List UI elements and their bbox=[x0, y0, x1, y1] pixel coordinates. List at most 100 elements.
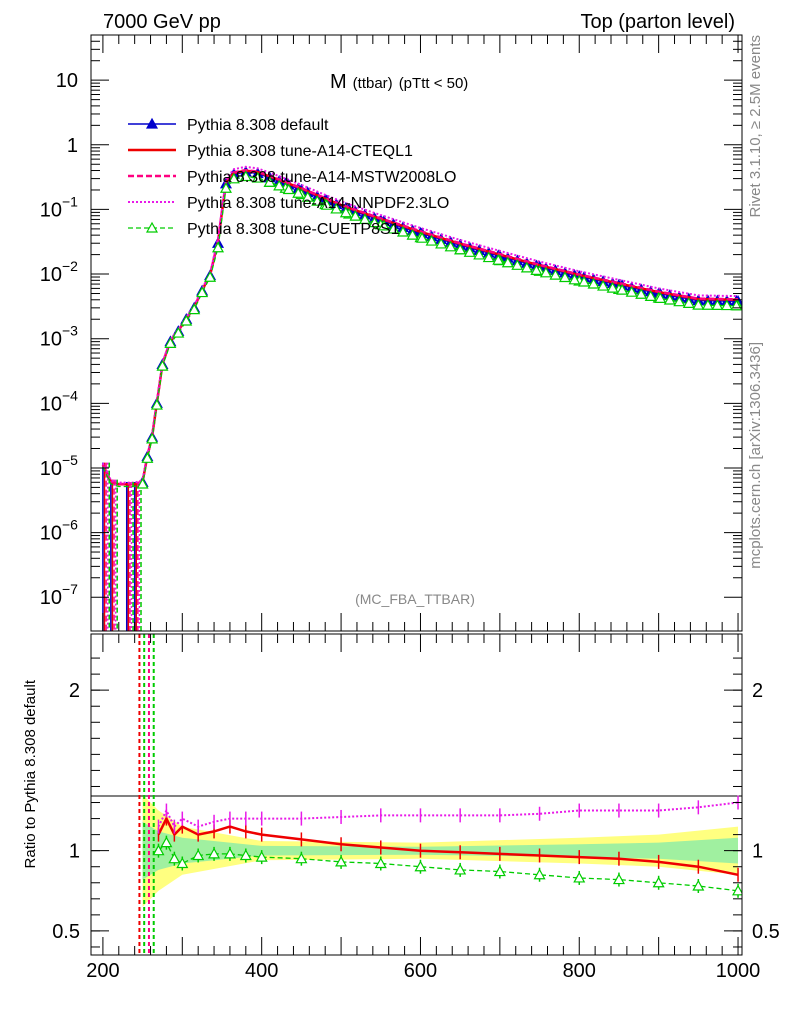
legend-label-default: Pythia 8.308 default bbox=[187, 117, 329, 134]
ratio-y-tick-label-right: 2 bbox=[752, 680, 763, 702]
ratio-point-cuetp bbox=[239, 849, 252, 861]
data-point-cuetp bbox=[349, 209, 362, 221]
data-point-cuetp bbox=[227, 172, 240, 184]
data-point-cuetp bbox=[720, 299, 733, 311]
plot-title-main: M bbox=[330, 71, 347, 93]
data-point-cuetp bbox=[701, 298, 714, 310]
ratio-point-cuetp bbox=[160, 836, 173, 848]
data-point-cuetp bbox=[558, 271, 571, 283]
ratio-plot-frame bbox=[90, 633, 743, 956]
data-point-cuetp bbox=[377, 219, 390, 231]
data-point-cuetp bbox=[654, 292, 667, 303]
data-point-cuetp bbox=[625, 285, 638, 297]
data-point-cuetp bbox=[406, 228, 419, 240]
main-plot-frame bbox=[90, 34, 743, 632]
plot-title: M (ttbar) (pTtt < 50) bbox=[330, 71, 468, 93]
data-point-cuetp bbox=[454, 243, 467, 255]
y-tick-exponent: −1 bbox=[62, 193, 78, 209]
ratio-plot: 0.5 0.5 1 1 2 2 200 400 600 800 1000 Ratio to Pyt… bbox=[22, 633, 780, 982]
y-tick-label: 10 bbox=[40, 199, 62, 221]
data-point-cuetp bbox=[692, 298, 705, 310]
data-point-cuetp bbox=[212, 241, 225, 253]
ratio-series-cteql1 bbox=[157, 811, 739, 882]
ratio-point-cuetp bbox=[152, 844, 165, 856]
x-tick-label: 400 bbox=[245, 960, 278, 982]
ratio-series-nnpdf bbox=[157, 795, 739, 834]
data-point-cuetp bbox=[520, 261, 533, 273]
data-point-cuetp bbox=[320, 198, 333, 210]
y-tick-exponent: −3 bbox=[62, 323, 78, 339]
ratio-point-cuetp bbox=[692, 879, 705, 891]
data-point-cuetp bbox=[425, 234, 438, 246]
data-point-cuetp bbox=[616, 283, 629, 295]
ratio-y-tick-label-right: 0.5 bbox=[752, 921, 780, 943]
y-tick-label: 10 bbox=[40, 587, 62, 609]
data-point-cuetp bbox=[219, 182, 232, 193]
data-point-cuetp bbox=[156, 359, 169, 371]
data-point-cuetp bbox=[682, 297, 695, 308]
data-point-cuetp bbox=[387, 222, 400, 234]
data-point-cuetp bbox=[396, 225, 410, 237]
data-point-cuetp bbox=[444, 240, 457, 252]
header-left-label: 7000 GeV pp bbox=[103, 11, 221, 33]
data-point-cuetp bbox=[273, 179, 286, 191]
legend-label-mstw: Pythia 8.308 tune-A14-MSTW2008LO bbox=[187, 169, 456, 186]
data-point-cuetp bbox=[172, 326, 185, 338]
ratio-line-cuetp bbox=[158, 841, 739, 892]
data-point-cuetp bbox=[511, 259, 524, 270]
data-point-cuetp bbox=[606, 281, 619, 293]
data-point-cuetp bbox=[368, 216, 381, 228]
data-point-cuetp bbox=[482, 251, 495, 263]
series-line-default bbox=[102, 171, 739, 486]
data-point-cuetp bbox=[251, 171, 264, 183]
data-point-cuetp bbox=[492, 253, 505, 265]
data-point-cuetp bbox=[339, 206, 352, 218]
legend-label-cuetp: Pythia 8.308 tune-CUETP8S1 bbox=[187, 221, 400, 238]
legend-marker-cuetp bbox=[145, 221, 159, 233]
y-tick-label: 10 bbox=[40, 329, 62, 351]
y-tick-exponent: −5 bbox=[62, 452, 78, 468]
ratio-point-cuetp bbox=[295, 852, 308, 864]
series-line-nnpdf bbox=[101, 165, 739, 484]
data-point-cuetp bbox=[292, 187, 305, 198]
data-point-cuetp bbox=[164, 337, 177, 348]
y-tick-exponent: −2 bbox=[62, 258, 78, 274]
series-cuetp bbox=[102, 170, 742, 631]
data-point-cuetp bbox=[597, 279, 610, 291]
plot-title-cut: (pTtt < 50) bbox=[399, 75, 469, 92]
ratio-y-tick-label: 0.5 bbox=[52, 921, 80, 943]
y-tick-label: 10 bbox=[40, 523, 62, 545]
data-point-cuetp bbox=[663, 293, 676, 305]
data-point-cuetp bbox=[568, 273, 581, 285]
data-point-cuetp bbox=[635, 288, 648, 299]
data-point-cuetp bbox=[239, 170, 252, 182]
ratio-point-cuetp bbox=[573, 871, 586, 883]
data-point-cuetp bbox=[180, 314, 193, 326]
series-line-mstw bbox=[101, 168, 739, 486]
x-tick-label: 200 bbox=[86, 960, 119, 982]
ratio-point-cuetp bbox=[223, 847, 236, 859]
legend: Pythia 8.308 default Pythia 8.308 tune-A1… bbox=[128, 117, 456, 238]
ratio-series-cuetp bbox=[152, 835, 742, 898]
ratio-point-cuetp bbox=[335, 855, 348, 867]
ratio-point-cuetp bbox=[176, 857, 189, 869]
ratio-point-cuetp bbox=[652, 876, 665, 888]
data-point-cuetp bbox=[673, 295, 686, 307]
data-point-cuetp bbox=[530, 264, 543, 276]
data-point-cuetp bbox=[358, 213, 371, 225]
data-point-cuetp bbox=[136, 477, 149, 489]
plot-title-sub: (ttbar) bbox=[353, 75, 393, 92]
y-tick-exponent: −4 bbox=[62, 387, 78, 403]
data-point-cuetp bbox=[435, 237, 448, 249]
ratio-y-axis-label: Ratio to Pythia 8.308 default bbox=[22, 679, 39, 868]
data-point-cuetp bbox=[644, 290, 657, 301]
ratio-y-tick-label: 1 bbox=[69, 841, 80, 863]
analysis-watermark: (MC_FBA_TTBAR) bbox=[355, 591, 475, 607]
data-point-cuetp bbox=[204, 271, 217, 282]
legend-marker-default bbox=[145, 117, 159, 129]
legend-label-nnpdf: Pythia 8.308 tune-A14-NNPDF2.3LO bbox=[187, 195, 449, 212]
y-tick-label: 1 bbox=[67, 135, 78, 157]
data-point-cuetp bbox=[416, 231, 429, 243]
x-tick-label: 600 bbox=[404, 960, 437, 982]
